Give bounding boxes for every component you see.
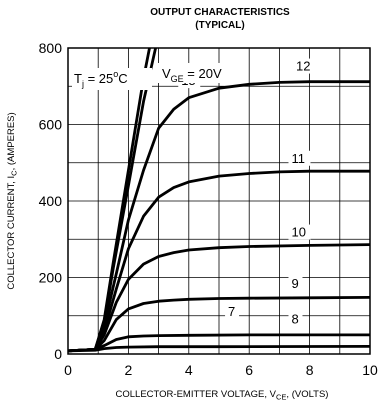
curve-vge-12 (68, 80, 370, 353)
curve-label-bg (288, 311, 303, 327)
curve-label-bg (293, 58, 316, 74)
y-tick-label: 400 (39, 193, 63, 209)
curve-vge-10 (68, 243, 370, 353)
curve-label-10: 10 (291, 225, 305, 240)
curves (68, 48, 370, 353)
y-axis-label: COLLECTOR CURRENT, IC, (AMPERES) (6, 112, 19, 289)
tj-annotation: Tj = 25oC (74, 69, 128, 89)
curve-labels: 15121110987 (178, 58, 316, 327)
x-tick-label: 8 (306, 362, 314, 378)
curve-label-7: 7 (228, 304, 235, 319)
x-tick-label: 0 (64, 362, 72, 378)
curve-label-8: 8 (291, 311, 298, 326)
curve-label-bg (288, 276, 303, 292)
curve-label-9: 9 (291, 276, 298, 291)
y-tick-label: 600 (39, 117, 63, 133)
y-tick-label: 0 (54, 346, 62, 362)
x-tick-label: 2 (125, 362, 133, 378)
tick-labels: 0 2 4 6 8 10 0 200 400 600 800 (39, 40, 378, 378)
curve-vge-9 (68, 295, 370, 353)
curve-label-bg (288, 150, 311, 166)
tj-annotation-bg (72, 68, 152, 90)
curve-vge-8 (68, 333, 370, 353)
curve-label-12: 12 (296, 59, 310, 74)
x-tick-label: 6 (245, 362, 253, 378)
curve-vge-11 (68, 169, 370, 353)
x-tick-label: 10 (362, 362, 378, 378)
curve-vge-7 (68, 344, 370, 353)
curve-label-11: 11 (291, 151, 305, 166)
y-tick-label: 200 (39, 270, 63, 286)
vge-annotation-bg (158, 63, 244, 83)
chart-title: OUTPUT CHARACTERISTICS (150, 7, 290, 18)
plot-frame (67, 47, 371, 355)
x-tick-label: 4 (185, 362, 193, 378)
x-axis-label: COLLECTOR-EMITTER VOLTAGE, VCE, (VOLTS) (116, 389, 329, 402)
y-tick-label: 800 (39, 40, 63, 56)
curve-label-bg (225, 303, 240, 319)
curve-label-bg (288, 224, 311, 240)
chart-subtitle: (TYPICAL) (195, 20, 244, 31)
vge-annotation: VGE = 20V (162, 66, 222, 84)
